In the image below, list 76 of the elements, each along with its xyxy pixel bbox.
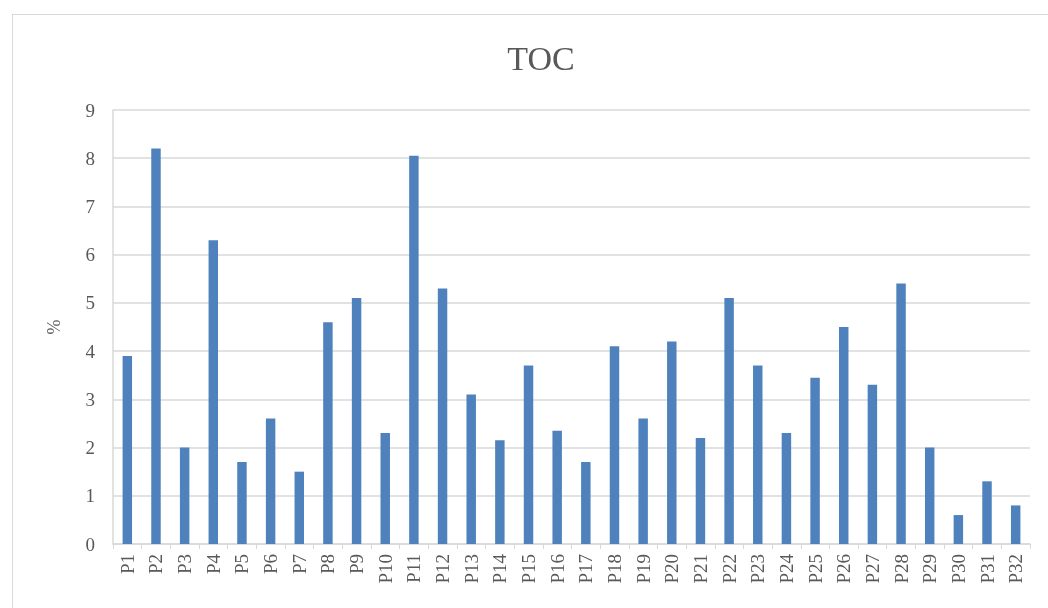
y-tick-label: 6 [85,244,95,266]
y-tick-label: 8 [85,147,95,169]
y-tick-label: 5 [85,292,95,314]
bar [609,346,620,544]
x-tick-label: P30 [947,554,969,584]
x-tick-label: P3 [174,554,196,575]
y-tick-label: 7 [85,195,95,217]
x-tick-label: P26 [833,554,855,584]
x-tick-label: P22 [718,554,740,584]
chart-title: TOC [507,39,575,77]
y-tick-label: 2 [85,437,95,459]
x-tick-label: P32 [1005,554,1027,584]
x-tick-label: P18 [603,554,625,584]
bar [265,418,276,544]
bar [695,437,706,544]
bar [1010,505,1021,544]
bar [867,384,878,544]
x-tick-label: P13 [460,554,482,584]
bar [896,283,906,544]
bar [122,355,133,544]
bar [924,447,935,544]
bar [466,394,476,544]
bar [552,430,562,544]
x-tick-label: P11 [403,554,425,583]
x-tick-label: P14 [489,553,511,584]
x-tick-label: P27 [861,554,883,584]
x-tick-label: P4 [202,553,224,575]
y-axis-title: % [44,319,64,335]
bar [409,155,419,544]
bar [667,341,677,544]
bar [839,327,849,544]
bar [380,433,390,544]
bar [294,471,304,544]
x-tick-label: P31 [976,554,998,584]
x-tick-label: P19 [632,554,654,584]
bar [523,365,534,544]
bar [351,298,362,544]
x-tick-label: P23 [747,554,769,584]
y-tick-label: 4 [85,340,96,362]
bar [151,148,161,544]
bar [781,433,792,544]
bar [237,462,247,544]
x-tick-label: P15 [518,554,540,584]
x-tick-label: P16 [546,554,568,584]
x-tick-label: P9 [346,554,368,575]
x-tick-label: P25 [804,554,826,584]
x-tick-label: P7 [288,554,310,575]
bar [753,365,763,544]
x-tick-label: P17 [575,554,597,584]
bar [495,440,505,544]
x-tick-label: P29 [919,554,941,584]
x-tick-label: P1 [116,554,138,575]
bar [638,418,648,544]
bar [179,447,190,544]
bar [581,462,591,544]
x-tick-label: P8 [317,554,339,575]
x-tick-label: P24 [775,553,797,584]
x-tick-label: P21 [689,554,711,584]
x-tick-label: P10 [374,554,396,584]
x-tick-label: P12 [432,554,454,584]
bar [323,322,333,544]
bar [982,481,992,544]
x-tick-label: P6 [260,554,282,575]
bar [810,377,820,544]
x-tick-label: P2 [145,554,167,575]
bar [724,298,734,544]
bar [437,288,448,544]
y-tick-label: 3 [85,388,95,410]
x-tick-label: P20 [661,554,683,584]
y-tick-label: 0 [85,533,95,555]
bar [208,240,219,544]
x-tick-label: P28 [890,554,912,584]
y-tick-label: 1 [85,485,95,507]
y-tick-label: 9 [85,99,95,121]
bar [953,515,964,544]
x-tick-label: P5 [231,554,253,575]
